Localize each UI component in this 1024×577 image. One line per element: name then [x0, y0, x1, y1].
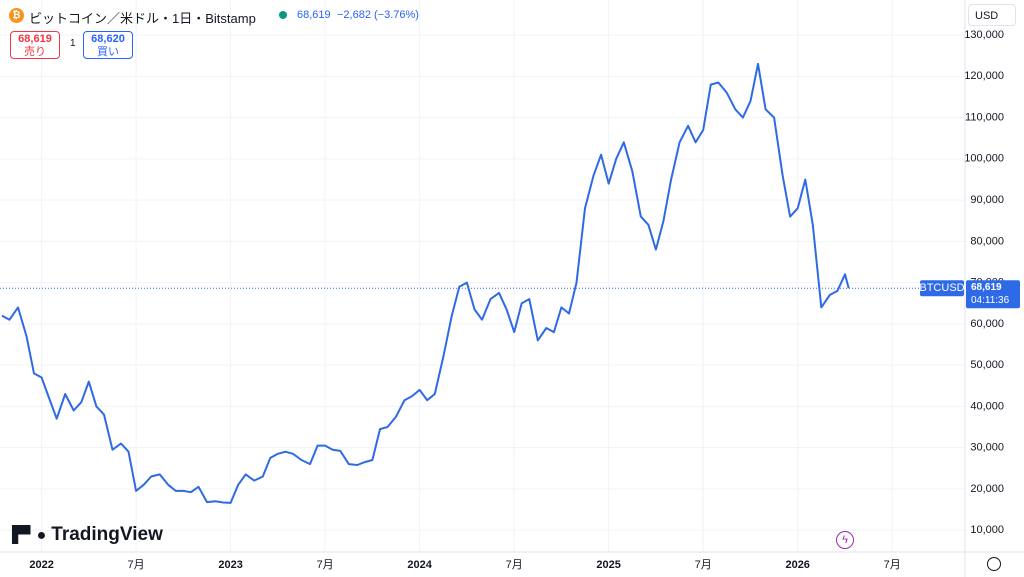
y-tick-label: 10,000	[970, 524, 1004, 536]
sell-label: 売り	[24, 46, 46, 58]
sell-price: 68,619	[18, 33, 52, 45]
x-tick-label: 7月	[128, 559, 145, 571]
sell-button[interactable]: 68,619 売り	[10, 31, 60, 59]
x-tick-label: 7月	[317, 559, 334, 571]
price-tag-value: 68,619	[971, 282, 1002, 293]
symbol-title[interactable]: ビットコイン／米ドル・1日・Bitstamp	[29, 11, 256, 26]
last-price: 68,619	[297, 9, 331, 21]
price-change: −2,682 (−3.76%)	[337, 9, 419, 21]
x-tick-label: 7月	[506, 559, 523, 571]
x-tick-label: 2023	[218, 559, 242, 571]
y-tick-label: 80,000	[970, 235, 1004, 247]
y-tick-label: 120,000	[964, 70, 1004, 82]
buy-button[interactable]: 68,620 買い	[83, 31, 133, 59]
bitcoin-icon: ₿	[9, 8, 24, 23]
y-tick-label: 130,000	[964, 29, 1004, 41]
y-tick-label: 60,000	[970, 318, 1004, 330]
logo-mark: ▛▘●	[12, 527, 47, 544]
buy-price: 68,620	[91, 33, 125, 45]
price-line	[1, 62, 850, 504]
settings-button[interactable]	[987, 557, 1001, 571]
price-tag-countdown: 04:11:36	[971, 295, 1010, 306]
y-tick-label: 100,000	[964, 153, 1004, 165]
x-tick-label: 2024	[407, 559, 432, 571]
x-tick-label: 2022	[29, 559, 53, 571]
price-tag	[966, 280, 1020, 309]
tradingview-logo[interactable]: ▛▘● TradingView	[12, 524, 163, 546]
y-tick-label: 20,000	[970, 483, 1004, 495]
y-tick-label: 40,000	[970, 400, 1004, 412]
market-status-dot	[279, 11, 287, 19]
currency-select[interactable]: USD	[968, 4, 1016, 26]
buy-label: 買い	[97, 46, 119, 58]
symbol-tag-label: BTCUSD	[919, 282, 964, 294]
x-tick-label: 2026	[785, 559, 809, 571]
y-tick-label: 50,000	[970, 359, 1004, 371]
y-tick-label: 30,000	[970, 442, 1004, 454]
lightning-button[interactable]: ϟ	[836, 531, 854, 549]
x-tick-label: 7月	[695, 559, 712, 571]
symbol-tag	[920, 280, 964, 297]
y-tick-label: 110,000	[965, 111, 1004, 123]
logo-text: TradingView	[51, 524, 163, 545]
x-tick-label: 2025	[596, 559, 620, 571]
spread: 1	[70, 38, 76, 49]
x-tick-label: 7月	[884, 559, 901, 571]
y-tick-label: 90,000	[970, 194, 1004, 206]
